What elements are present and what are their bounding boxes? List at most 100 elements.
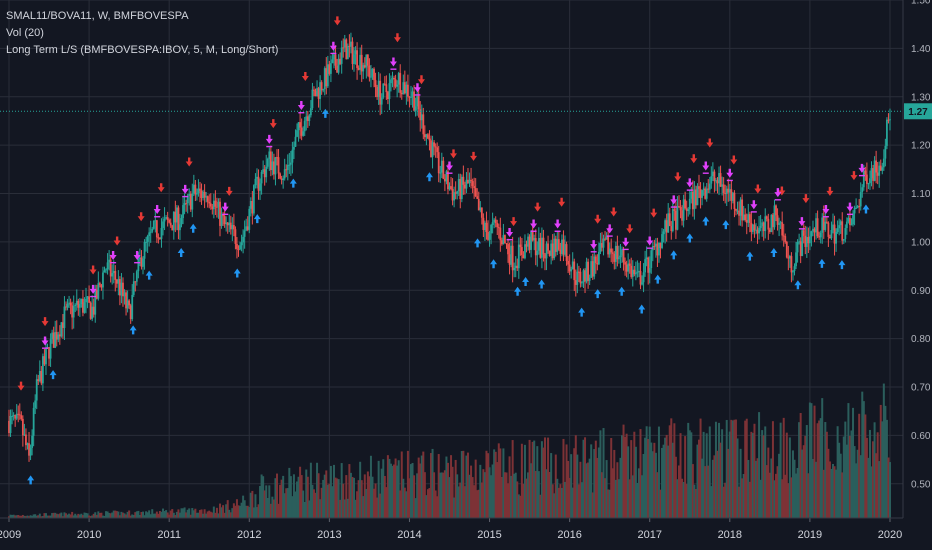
candle-body <box>445 171 448 182</box>
volume-bar <box>753 423 756 518</box>
legend-symbol[interactable]: SMAL11/BOVA11, W, BMFBOVESPA <box>6 10 189 22</box>
volume-bar <box>881 421 884 518</box>
candle-body <box>220 214 223 226</box>
candle-body <box>131 294 134 320</box>
volume-bar <box>852 407 855 518</box>
exit-arrow <box>153 205 161 215</box>
legend-volume[interactable]: Vol (20) <box>6 27 44 39</box>
exit-arrow <box>622 237 630 247</box>
candle-body <box>143 242 146 259</box>
candle-body <box>86 296 89 299</box>
short-entry-arrow <box>333 16 341 26</box>
candle-body <box>15 413 18 419</box>
candle-body <box>616 245 619 260</box>
candle-body <box>333 54 335 60</box>
volume-bar <box>174 515 177 518</box>
candle-body <box>815 218 817 233</box>
volume-bar <box>377 460 380 518</box>
volume-bar <box>747 459 750 518</box>
volume-bar <box>437 454 440 518</box>
y-tick-label: 1.40 <box>911 44 931 55</box>
volume-bar <box>68 513 71 518</box>
candle-body <box>690 191 693 199</box>
volume-bar <box>309 462 312 518</box>
candle-body <box>665 220 668 233</box>
candle-body <box>514 265 517 268</box>
volume-bar <box>593 449 596 518</box>
candle-body <box>163 218 166 222</box>
volume-bar <box>41 516 44 518</box>
candle-body <box>810 231 813 237</box>
long-entry-arrow <box>538 279 546 289</box>
volume-bar <box>633 431 636 518</box>
volume-bar <box>667 445 670 518</box>
candle-body <box>226 222 229 226</box>
candle-body <box>342 47 345 49</box>
candle-body <box>590 261 593 278</box>
x-axis[interactable]: 2009 2010 2011 2012 2013 2014 2015 2016 2017 2018… <box>0 517 903 541</box>
volume-bar <box>641 475 644 518</box>
exit-marker-bar <box>134 262 141 264</box>
volume-bar <box>637 468 640 518</box>
volume-bar <box>699 418 702 518</box>
volume-bar <box>520 443 523 518</box>
volume-bar <box>234 505 237 518</box>
candle-body <box>291 149 294 163</box>
candle-body <box>360 54 363 72</box>
volume-bar <box>494 451 497 518</box>
volume-bar <box>448 477 451 518</box>
volume-bar <box>728 431 731 518</box>
candle-body <box>142 258 144 267</box>
candle-body <box>788 256 791 259</box>
candle-body <box>123 292 126 297</box>
volume-bar <box>85 512 88 518</box>
candle-body <box>366 54 369 66</box>
volume-bar <box>841 472 844 518</box>
candle-body <box>827 222 830 237</box>
volume-bar <box>38 513 41 518</box>
volume-bar <box>259 486 262 518</box>
volume-bar <box>434 490 437 518</box>
candle-body <box>55 332 58 340</box>
volume-bar <box>788 437 791 518</box>
volume-bar <box>282 475 285 518</box>
volume-bar <box>383 475 386 518</box>
volume-bar <box>559 484 562 518</box>
volume-bar <box>862 401 865 518</box>
exit-arrow <box>133 251 141 260</box>
volume-bar <box>154 513 157 518</box>
volume-bar <box>155 511 158 518</box>
volume-bar <box>542 447 545 518</box>
volume-bar <box>522 483 525 518</box>
y-axis[interactable]: 0.50 0.60 0.70 0.80 0.90 1.00 1.10 1.20 1.30 1.40… <box>902 0 932 518</box>
candle-body <box>502 235 505 245</box>
candle-body <box>172 211 175 231</box>
candle-body <box>345 39 348 60</box>
volume-bar <box>183 507 186 518</box>
candle-body <box>391 77 394 80</box>
volume-bar <box>848 435 851 518</box>
candle-body <box>413 91 415 111</box>
volume-bar <box>527 472 530 518</box>
candle-body <box>8 420 10 434</box>
volume-bar <box>106 511 109 518</box>
candle-body <box>103 270 106 273</box>
volume-bar <box>470 465 473 518</box>
candle-body <box>770 214 773 233</box>
volume-bar <box>460 451 463 518</box>
volume-bar <box>761 430 764 518</box>
candle-body <box>21 418 24 436</box>
volume-bar <box>656 472 659 518</box>
long-entry-arrow <box>474 238 482 248</box>
candle-body <box>684 199 687 209</box>
candle-body <box>634 272 637 275</box>
volume-bar <box>296 481 299 518</box>
volume-bar <box>203 509 206 518</box>
candle-body <box>249 200 252 209</box>
legend-indicator[interactable]: Long Term L/S (BMFBOVESPA:IBOV, 5, M, Lo… <box>6 44 279 56</box>
volume-bar <box>294 491 297 518</box>
candle-body <box>260 171 263 184</box>
candle-body <box>118 279 121 296</box>
candle-body <box>294 136 297 147</box>
